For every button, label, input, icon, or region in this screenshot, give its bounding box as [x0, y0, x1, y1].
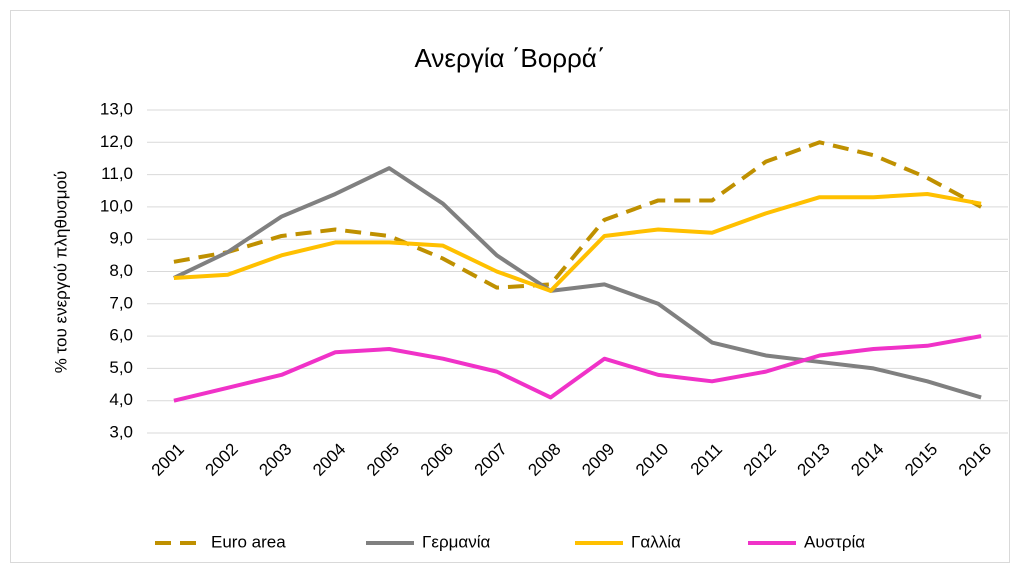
series-line	[173, 191, 982, 293]
y-tick-label: 13,0	[100, 99, 133, 118]
legend-label: Γαλλία	[631, 532, 681, 551]
y-tick-label: 5,0	[109, 358, 133, 377]
legend-label: Γερμανία	[422, 532, 491, 551]
y-tick-label: 8,0	[109, 261, 133, 280]
y-tick-label: 3,0	[109, 422, 133, 441]
legend-label: Euro area	[211, 532, 286, 551]
y-tick-label: 12,0	[100, 132, 133, 151]
series-line	[173, 334, 982, 403]
series-line	[173, 166, 982, 400]
y-tick-label: 7,0	[109, 293, 133, 312]
legend-label: Αυστρία	[804, 532, 865, 551]
chart-title: Ανεργία ΄Βορρά΄	[414, 43, 605, 73]
y-tick-label: 10,0	[100, 196, 133, 215]
y-tick-label: 9,0	[109, 229, 133, 248]
y-axis-label: % του ενεργού πληθυσμού	[51, 171, 70, 374]
series-line	[173, 140, 983, 290]
y-tick-label: 4,0	[109, 390, 133, 409]
y-tick-label: 6,0	[109, 326, 133, 345]
y-tick-label: 11,0	[101, 164, 133, 183]
